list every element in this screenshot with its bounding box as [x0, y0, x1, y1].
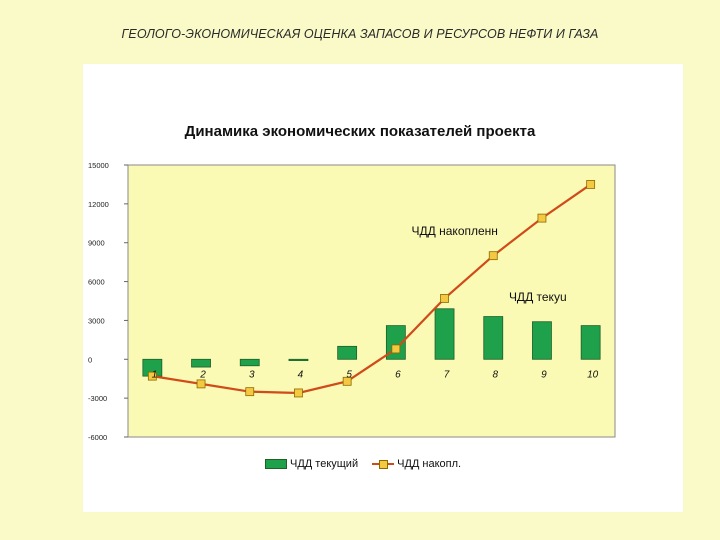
- page-header-title: ГЕОЛОГО-ЭКОНОМИЧЕСКАЯ ОЦЕНКА ЗАПАСОВ И Р…: [121, 27, 599, 41]
- x-tick-label: 9: [541, 369, 547, 380]
- plot-background: [127, 164, 616, 438]
- line-marker: [537, 213, 547, 223]
- y-tick-label: 9000: [88, 239, 105, 248]
- y-tick-label: 15000: [88, 161, 109, 170]
- line-marker: [488, 251, 498, 261]
- labels-group: 1 2 3 4 5 6 7 8 9 10 ЧДД накопленн ЧДД текуu: [152, 224, 599, 380]
- legend: ЧДД текущий ЧДД накопл.: [265, 456, 475, 472]
- line-marker: [196, 379, 206, 389]
- line-marker: [586, 180, 596, 189]
- bar: [532, 321, 552, 360]
- legend-label-bars: ЧДД текущий: [290, 458, 359, 470]
- line-marker: [440, 294, 449, 303]
- legend-bar-swatch: [265, 459, 287, 469]
- line-marker: [342, 376, 352, 386]
- x-tick-label: 2: [199, 369, 206, 380]
- legend-item-bars: ЧДД текущий: [265, 458, 358, 470]
- bar: [483, 316, 504, 360]
- bar: [191, 358, 211, 368]
- bar: [337, 345, 358, 360]
- legend-item-line: ЧДД накопл.: [372, 458, 461, 470]
- y-tick-label: 0: [88, 355, 92, 364]
- legend-label-line: ЧДД накопл.: [397, 458, 462, 470]
- x-tick-label: 10: [587, 369, 599, 380]
- bar: [580, 325, 601, 360]
- x-tick-label: 8: [492, 369, 498, 380]
- y-tick-label: 12000: [88, 200, 109, 209]
- line-marker: [391, 344, 401, 354]
- x-tick-label: 7: [444, 369, 450, 380]
- bar: [288, 358, 309, 361]
- line-marker: [147, 371, 157, 381]
- y-tick-label: 6000: [88, 278, 105, 287]
- x-tick-label: 4: [298, 369, 304, 380]
- bar: [434, 308, 455, 360]
- plot-area: -6000 -3000 0 3000 6000 9000 12000 15000: [88, 161, 616, 442]
- series-line: [152, 183, 592, 395]
- x-tick-label: 1: [152, 369, 158, 380]
- line-group: [147, 180, 596, 398]
- y-tick-label: -6000: [88, 433, 107, 442]
- x-tick-label: 6: [395, 369, 401, 380]
- y-tick-label: 3000: [88, 316, 105, 325]
- line-marker: [245, 387, 255, 397]
- x-tick-label: 5: [346, 369, 352, 380]
- bar: [239, 358, 260, 367]
- y-tick-label: -3000: [88, 394, 107, 403]
- bars-group: [142, 308, 601, 377]
- line-marker: [294, 388, 303, 398]
- chart-title: Динамика экономических показателей проек…: [184, 123, 536, 140]
- annotation-label: ЧДД текуu: [509, 290, 567, 304]
- legend-line-swatch: [372, 459, 395, 469]
- x-tick-label: 3: [249, 369, 255, 380]
- annotation-label: ЧДД накопленн: [412, 224, 498, 238]
